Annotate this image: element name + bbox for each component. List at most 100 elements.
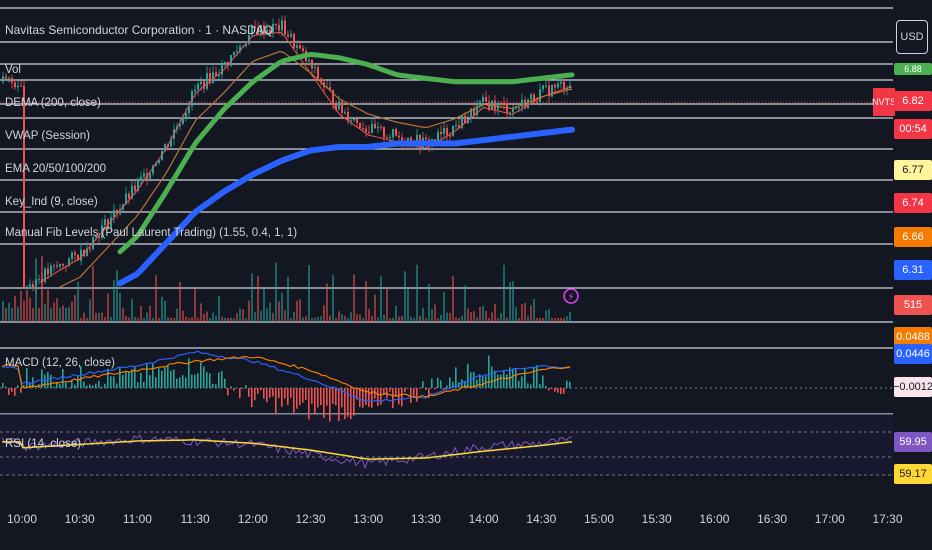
candle-body xyxy=(164,144,166,152)
volume-bar xyxy=(272,312,274,322)
candle-body xyxy=(152,165,154,174)
macd-axis-label: 0.0446 xyxy=(894,344,932,364)
candle-body xyxy=(137,180,139,191)
candle-body xyxy=(530,94,532,100)
volume-bar xyxy=(569,312,571,322)
volume-bar xyxy=(515,306,517,322)
macd-histogram-bar xyxy=(464,380,466,388)
volume-bar xyxy=(170,317,172,322)
macd-histogram-bar xyxy=(71,380,73,388)
currency-button[interactable]: USD xyxy=(896,20,928,54)
volume-bar xyxy=(155,274,157,322)
macd-histogram-bar xyxy=(257,388,259,394)
legend-dema[interactable]: DEMA (200, close) xyxy=(5,97,101,109)
macd-histogram-bar xyxy=(371,388,373,408)
volume-bar xyxy=(191,317,193,322)
time-axis-label: 15:30 xyxy=(641,512,672,526)
candle-body xyxy=(308,59,310,62)
volume-bar xyxy=(119,292,121,322)
macd-histogram-bar xyxy=(158,368,160,388)
macd-histogram-bar xyxy=(305,388,307,400)
candle-body xyxy=(353,118,355,121)
macd-histogram-bar xyxy=(65,381,67,388)
candle-body xyxy=(230,55,232,66)
lightning-icon[interactable] xyxy=(563,288,579,304)
legend-key-ind[interactable]: Key_Ind (9, close) xyxy=(5,196,98,208)
macd-histogram-bar xyxy=(329,388,331,422)
volume-bar xyxy=(257,276,259,322)
volume-bar xyxy=(338,311,340,322)
macd-histogram-bar xyxy=(173,369,175,388)
legend-ema[interactable]: EMA 20/50/100/200 xyxy=(5,163,107,175)
volume-bar xyxy=(266,308,268,322)
macd-histogram-bar xyxy=(227,388,229,396)
volume-bar xyxy=(422,307,424,322)
volume-bar xyxy=(128,317,130,322)
candle-body xyxy=(179,124,181,127)
macd-histogram-bar xyxy=(548,388,550,391)
rsi-ma-line xyxy=(2,439,573,460)
volume-bar xyxy=(218,295,220,322)
chart-title[interactable]: Navitas Semiconductor Corporation · 1 · … xyxy=(5,23,274,37)
candle-body xyxy=(398,135,400,138)
macd-histogram-bar xyxy=(284,388,286,399)
macd-histogram-bar xyxy=(215,384,217,388)
volume-bar xyxy=(41,255,43,322)
candle-body xyxy=(188,106,190,114)
macd-histogram-bar xyxy=(539,384,541,388)
macd-histogram-bar xyxy=(446,385,448,388)
candle-body xyxy=(233,52,235,56)
volume-bar xyxy=(443,292,445,322)
macd-histogram-bar xyxy=(206,371,208,388)
indicator-lines xyxy=(39,31,575,288)
volume-bar xyxy=(407,288,409,322)
volume-bar xyxy=(347,317,349,322)
candle-body xyxy=(275,23,277,26)
legend-rsi[interactable]: RSI (14, close) xyxy=(5,438,82,450)
macd-histogram-bar xyxy=(359,388,361,408)
legend-vol[interactable]: Vol xyxy=(5,64,21,76)
legend-vwap[interactable]: VWAP (Session) xyxy=(5,130,90,142)
volume-bar xyxy=(203,314,205,322)
candle-body xyxy=(113,210,115,218)
volume-bar xyxy=(77,281,79,322)
macd-histogram-bar xyxy=(26,367,28,388)
macd-histogram-bar xyxy=(287,388,289,405)
volume-bar xyxy=(398,316,400,322)
macd-histogram-bar xyxy=(320,388,322,406)
candle-body xyxy=(182,117,184,125)
legend-fib[interactable]: Manual Fib Levels (Paul Laurent Trading)… xyxy=(5,227,298,239)
volume-bar xyxy=(248,300,250,322)
volume-bar xyxy=(29,297,31,322)
candle-body xyxy=(263,24,265,35)
legend-macd[interactable]: MACD (12, 26, close) xyxy=(5,357,115,369)
macd-histogram-bar xyxy=(50,374,52,388)
macd-histogram-bar xyxy=(491,366,493,388)
candle-body xyxy=(464,115,466,124)
candle-body xyxy=(314,67,316,69)
candle-body xyxy=(479,101,481,106)
candle-body xyxy=(335,103,337,110)
volume-bar xyxy=(107,293,109,322)
volume-bar xyxy=(467,308,469,322)
time-axis-label: 11:00 xyxy=(122,512,152,526)
time-axis-label: 10:30 xyxy=(64,512,95,526)
volume-bar xyxy=(2,300,4,322)
volume-bar xyxy=(446,312,448,322)
candle-body xyxy=(23,85,25,288)
volume-bar xyxy=(506,317,508,322)
volume-bar xyxy=(71,301,73,322)
candle-body xyxy=(518,107,520,109)
candle-body xyxy=(50,265,52,275)
volume-bar xyxy=(425,317,427,322)
candle-body xyxy=(95,235,97,238)
macd-histogram-bar xyxy=(41,369,43,388)
macd-histogram-bar xyxy=(164,367,166,388)
symbol-tag[interactable]: NVTS xyxy=(872,88,896,116)
volume-bar xyxy=(332,275,334,322)
volume-bar xyxy=(464,285,466,322)
candle-body xyxy=(290,33,292,37)
time-axis-label: 10:00 xyxy=(6,512,38,526)
macd-histogram-bar xyxy=(5,386,7,388)
